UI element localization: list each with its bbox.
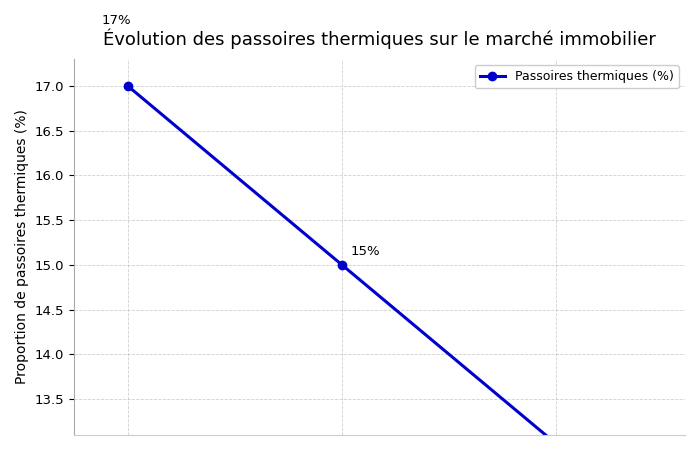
Passoires thermiques (%): [552, 441, 561, 447]
Text: 17%: 17%: [102, 14, 131, 27]
Y-axis label: Proportion de passoires thermiques (%): Proportion de passoires thermiques (%): [15, 109, 29, 384]
Line: Passoires thermiques (%): Passoires thermiques (%): [123, 81, 561, 448]
Legend: Passoires thermiques (%): Passoires thermiques (%): [475, 65, 679, 88]
Text: 13%: 13%: [0, 449, 1, 450]
Passoires thermiques (%): [337, 262, 346, 268]
Text: 15%: 15%: [351, 245, 380, 258]
Passoires thermiques (%): [123, 83, 132, 89]
Title: Évolution des passoires thermiques sur le marché immobilier: Évolution des passoires thermiques sur l…: [103, 28, 656, 49]
